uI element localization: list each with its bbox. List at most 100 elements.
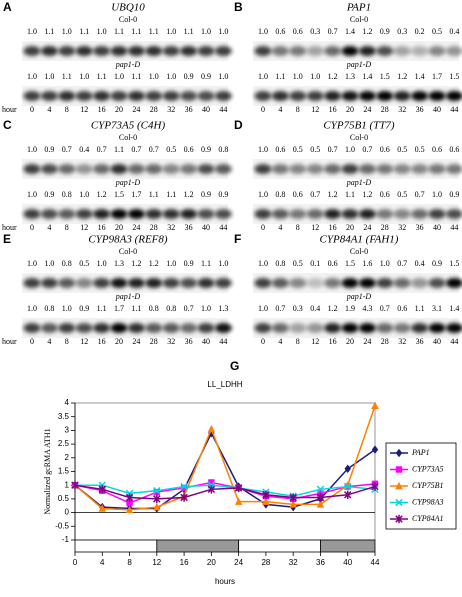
band: [271, 46, 289, 56]
band-value: 1.7: [432, 72, 442, 81]
data-point: [316, 493, 325, 502]
band-value: 0.5: [79, 259, 89, 268]
band-value: 0.7: [149, 145, 159, 154]
hour-tick: 16: [98, 337, 106, 346]
band-value: 1.1: [62, 72, 72, 81]
band: [214, 209, 232, 219]
data-point: [153, 494, 161, 504]
band: [411, 278, 429, 288]
band-value: 1.0: [201, 27, 211, 36]
band-value: 0.6: [275, 145, 285, 154]
band-value: 0.6: [397, 304, 407, 313]
hour-tick: 44: [450, 105, 458, 114]
band-value: 1.0: [114, 72, 124, 81]
band: [306, 323, 324, 333]
band-value: 0.8: [62, 259, 72, 268]
hour-tick: 32: [167, 105, 175, 114]
y-tick-label: 2: [65, 453, 70, 462]
band: [127, 91, 145, 101]
band-value: 1.1: [345, 190, 355, 199]
legend-label: CYP98A3: [412, 497, 444, 506]
hour-tick: 20: [115, 223, 123, 232]
band: [197, 209, 215, 219]
genotype-label: pap1-D: [346, 178, 372, 187]
band-value: 1.0: [79, 190, 89, 199]
hour-tick: 44: [450, 223, 458, 232]
data-point: [289, 500, 297, 508]
hour-tick: 40: [433, 223, 441, 232]
band-value: 1.0: [218, 27, 228, 36]
band: [376, 91, 394, 101]
band-value: 0.6: [328, 259, 338, 268]
band: [23, 209, 41, 219]
band-value: 1.1: [97, 304, 107, 313]
band-value: 0.8: [62, 190, 72, 199]
band: [23, 164, 41, 174]
band-value: 1.1: [415, 304, 425, 313]
band: [445, 209, 462, 219]
band: [214, 91, 232, 101]
band: [341, 46, 359, 56]
x-tick-label: 36: [316, 558, 325, 567]
band: [411, 164, 429, 174]
data-point: [395, 448, 403, 458]
band: [271, 91, 289, 101]
band: [127, 164, 145, 174]
band-value: 1.0: [258, 145, 268, 154]
hour-tick: 44: [219, 105, 227, 114]
hour-tick: 12: [80, 337, 88, 346]
hour-tick: 20: [115, 105, 123, 114]
hour-tick: 36: [416, 337, 424, 346]
band: [180, 46, 198, 56]
band: [75, 164, 93, 174]
hour-label: hour: [2, 223, 17, 232]
band-value: 1.9: [345, 304, 355, 313]
hour-tick: 32: [398, 223, 406, 232]
hour-tick: 8: [296, 105, 300, 114]
hour-tick: 44: [219, 223, 227, 232]
genotype-label: pap1-D: [115, 292, 141, 301]
band-value: 1.4: [345, 27, 355, 36]
genotype-label: Col-0: [119, 15, 137, 24]
band: [341, 278, 359, 288]
band-value: 1.0: [258, 27, 268, 36]
panel-letter: E: [3, 232, 11, 246]
band-value: 1.0: [310, 72, 320, 81]
hour-tick: 0: [261, 223, 265, 232]
band: [58, 278, 76, 288]
band: [393, 323, 411, 333]
band-value: 0.4: [415, 259, 425, 268]
y-tick-label: 3: [65, 426, 70, 435]
x-tick-label: 28: [261, 558, 270, 567]
band-value: 0.9: [201, 145, 211, 154]
band-value: 0.7: [97, 145, 107, 154]
band: [180, 323, 198, 333]
genotype-label: pap1-D: [346, 292, 372, 301]
band: [127, 209, 145, 219]
hour-label: hour: [2, 105, 17, 114]
gene-name: UBQ10: [111, 2, 145, 14]
hour-tick: 44: [450, 337, 458, 346]
band: [40, 164, 58, 174]
band-value: 0.6: [449, 145, 459, 154]
band: [180, 91, 198, 101]
x-axis-label: hours: [215, 577, 235, 586]
hour-tick: 32: [398, 105, 406, 114]
panel-letter: G: [230, 359, 239, 373]
genotype-label: Col-0: [350, 247, 368, 256]
data-point: [395, 466, 403, 473]
band: [324, 164, 342, 174]
band-value: 1.4: [449, 304, 459, 313]
data-point: [153, 502, 161, 511]
band: [75, 209, 93, 219]
band: [145, 323, 163, 333]
band: [254, 209, 272, 219]
band: [75, 323, 93, 333]
band-value: 0.8: [44, 304, 54, 313]
band-value: 0.9: [201, 190, 211, 199]
gene-name: CYP84A1 (FAH1): [320, 234, 399, 246]
band-value: 1.1: [79, 27, 89, 36]
band-value: 1.0: [166, 259, 176, 268]
light-dark-bar: [238, 539, 321, 553]
band-value: 1.6: [362, 259, 372, 268]
